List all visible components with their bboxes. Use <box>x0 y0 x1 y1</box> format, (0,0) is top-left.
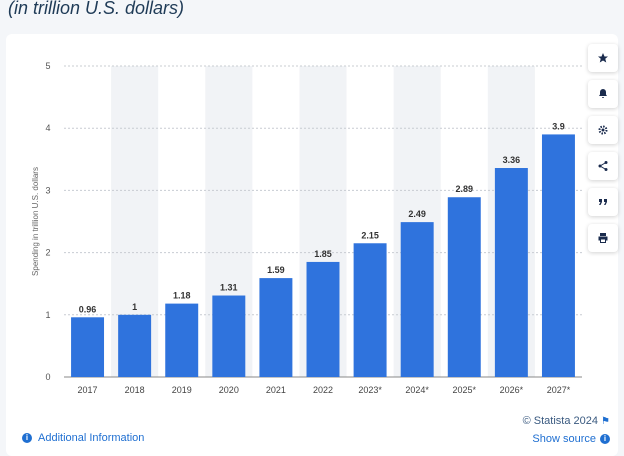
settings-button[interactable] <box>588 116 618 144</box>
data-label: 3.36 <box>503 155 521 165</box>
data-label: 1.18 <box>173 291 191 301</box>
y-tick-label: 2 <box>45 248 50 258</box>
cite-button[interactable] <box>588 188 618 216</box>
show-source-label: Show source <box>532 433 596 445</box>
y-tick-label: 4 <box>45 123 50 133</box>
bar <box>165 303 199 377</box>
x-tick-label: 2025* <box>453 385 477 395</box>
favorite-button[interactable] <box>588 44 618 72</box>
x-tick-label: 2023* <box>358 385 382 395</box>
y-tick-label: 0 <box>45 372 50 382</box>
bar <box>353 243 387 377</box>
gear-icon <box>598 125 608 135</box>
y-tick-label: 3 <box>45 185 50 195</box>
data-label: 1.31 <box>220 283 238 293</box>
bar <box>212 295 246 377</box>
additional-information-label: Additional Information <box>38 432 145 444</box>
data-label: 1 <box>132 302 137 312</box>
additional-information-link[interactable]: i Additional Information <box>22 432 144 444</box>
bar <box>306 261 340 377</box>
chart-toolbar <box>588 44 618 260</box>
bar <box>541 134 575 377</box>
data-label: 0.96 <box>79 304 97 314</box>
data-label: 1.85 <box>314 249 332 259</box>
copyright-text: © Statista 2024 ⚑ <box>522 415 610 427</box>
bar <box>447 197 481 377</box>
y-axis-label: Spending in trillion U.S. dollars <box>31 167 40 276</box>
bar <box>259 278 293 377</box>
bar <box>494 168 528 377</box>
flag-icon: ⚑ <box>601 416 610 427</box>
chart-subtitle: (in trillion U.S. dollars) <box>8 0 185 18</box>
x-tick-label: 2026* <box>500 385 524 395</box>
data-label: 2.15 <box>361 230 379 240</box>
share-icon <box>598 161 608 171</box>
data-label: 2.89 <box>456 184 474 194</box>
bell-icon <box>599 89 607 98</box>
share-button[interactable] <box>588 152 618 180</box>
x-tick-label: 2021 <box>266 385 286 395</box>
info-icon: i <box>600 434 610 444</box>
data-label: 2.49 <box>408 209 426 219</box>
y-tick-label: 1 <box>45 310 50 320</box>
data-label: 3.9 <box>552 121 565 131</box>
y-tick-label: 5 <box>45 61 50 71</box>
show-source-link[interactable]: Show source i <box>532 433 610 445</box>
x-tick-label: 2018 <box>125 385 145 395</box>
bar <box>400 222 434 377</box>
bar <box>118 314 152 377</box>
notification-button[interactable] <box>588 80 618 108</box>
quote-icon <box>599 199 607 205</box>
x-tick-label: 2020 <box>219 385 239 395</box>
data-label: 1.59 <box>267 265 285 275</box>
info-icon: i <box>22 433 32 443</box>
print-button[interactable] <box>588 224 618 252</box>
star-icon <box>598 53 608 63</box>
x-tick-label: 2022 <box>313 385 333 395</box>
x-tick-label: 2019 <box>172 385 192 395</box>
x-tick-label: 2024* <box>405 385 429 395</box>
x-tick-label: 2027* <box>547 385 571 395</box>
x-tick-label: 2017 <box>78 385 98 395</box>
bar <box>71 317 105 377</box>
print-icon <box>598 233 608 243</box>
